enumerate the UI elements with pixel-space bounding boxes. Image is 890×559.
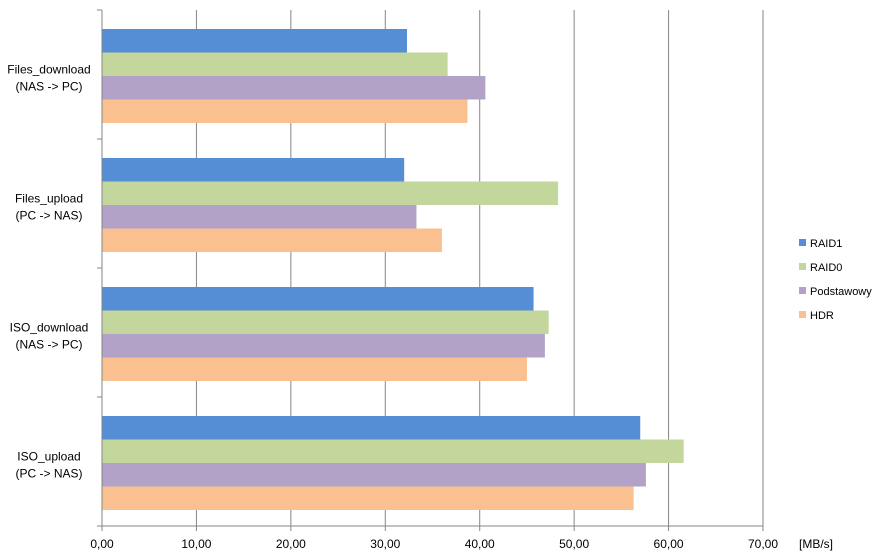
category-label-line: (NAS -> PC) [15,338,82,352]
legend-label-raid1: RAID1 [810,238,842,250]
legend: RAID1 RAID0 Podstawowy HDR [799,238,872,322]
category-label: Files_upload (PC -> NAS) [15,192,83,223]
x-tick-label: 0,00 [90,537,114,551]
bars [102,29,684,510]
bar-raid1-2 [102,287,534,311]
x-tick-label: 10,00 [181,537,211,551]
category-label-line: Files_download [7,63,90,77]
category-label: Files_download (NAS -> PC) [7,63,90,94]
legend-swatch-raid0 [799,263,806,270]
bar-hdr-3 [102,486,634,510]
bar-podstawowy-1 [102,205,417,229]
bar-raid1-3 [102,416,641,440]
category-label-line: (PC -> NAS) [15,209,82,223]
bar-hdr-0 [102,99,468,123]
bar-raid0-0 [102,52,448,76]
category-label-line: (NAS -> PC) [15,80,82,94]
x-tick-label: 20,00 [276,537,306,551]
bar-raid0-1 [102,181,559,205]
bar-hdr-1 [102,228,442,252]
category-label-line: Files_upload [15,192,83,206]
axes: 0,00 10,00 20,00 30,00 40,00 50,00 60,00 70,00 [… [7,9,833,551]
bar-podstawowy-2 [102,334,545,358]
bar-hdr-2 [102,357,527,381]
bar-podstawowy-0 [102,76,486,100]
legend-swatch-raid1 [799,239,806,246]
bar-podstawowy-3 [102,463,646,487]
x-tick-label: 50,00 [559,537,589,551]
legend-swatch-podstawowy [799,287,806,294]
category-label-line: (PC -> NAS) [15,467,82,481]
bar-raid0-3 [102,439,684,463]
legend-swatch-hdr [799,311,806,318]
legend-label-podstawowy: Podstawowy [810,286,872,298]
bar-raid0-2 [102,310,549,334]
category-label: ISO_download (NAS -> PC) [10,321,89,352]
x-tick-label: 40,00 [465,537,495,551]
category-label: ISO_upload (PC -> NAS) [15,450,82,481]
x-unit-label: [MB/s] [799,537,833,551]
category-label-line: ISO_upload [17,450,80,464]
category-label-line: ISO_download [10,321,89,335]
legend-label-raid0: RAID0 [810,262,842,274]
legend-label-hdr: HDR [810,310,834,322]
x-tick-label: 60,00 [654,537,684,551]
bar-raid1-0 [102,29,408,53]
x-tick-label: 30,00 [370,537,400,551]
x-tick-label: 70,00 [748,537,778,551]
bar-raid1-1 [102,158,405,182]
